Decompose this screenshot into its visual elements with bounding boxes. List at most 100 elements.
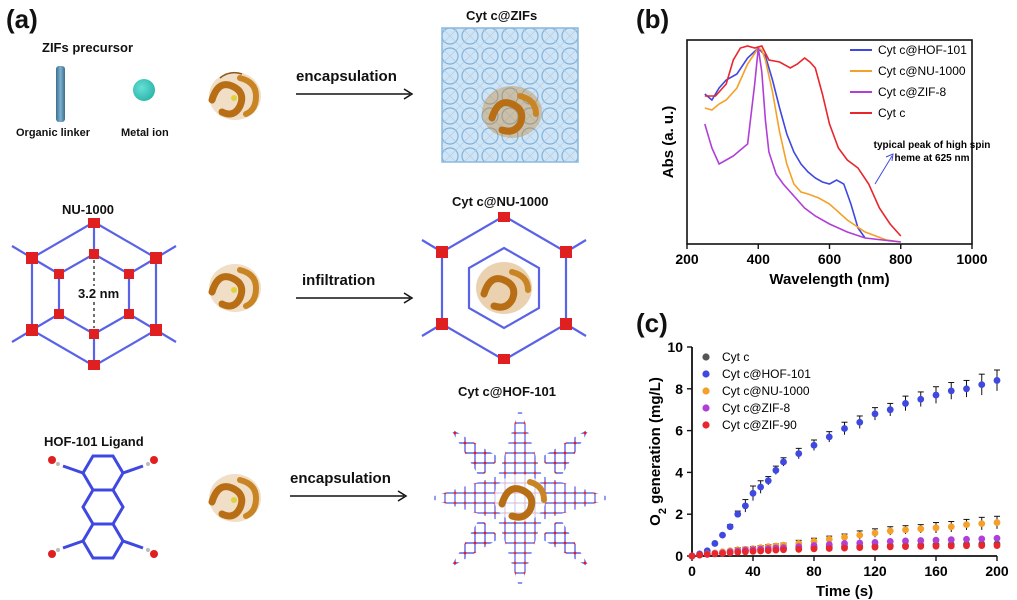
- chart-c-xtick-label: 80: [806, 563, 822, 579]
- chart-c-xtick-label: 40: [745, 563, 761, 579]
- chart-c-point: [871, 529, 879, 537]
- chart-c-legend-marker: [702, 421, 710, 429]
- chart-c-point: [886, 527, 894, 535]
- chart-b-xtick-label: 200: [675, 251, 699, 267]
- chart-c-point: [780, 546, 787, 554]
- chart-c-point: [757, 483, 765, 491]
- chart-c-point: [993, 534, 1001, 542]
- chart-c-point: [902, 400, 909, 407]
- metal-ion-label: Metal ion: [121, 127, 169, 139]
- nu1000-label: NU-1000: [62, 202, 115, 217]
- chart-c-ytick-label: 8: [675, 381, 683, 397]
- chart-b-annotation-arrow: [874, 155, 893, 185]
- chart-c-point: [825, 433, 833, 441]
- chart-c-point: [902, 537, 909, 545]
- chart-c-ytick-label: 10: [667, 339, 683, 355]
- chart-c-point: [711, 540, 719, 547]
- zif-framework-cube: [441, 27, 579, 163]
- chart-c-point: [902, 526, 909, 534]
- chart-c-point: [772, 466, 780, 474]
- cyt-c-zifs-label: Cyt c@ZIFs: [466, 8, 538, 23]
- chart-c-xtick-label: 160: [924, 563, 948, 579]
- hof101-ligand-structure: [48, 454, 158, 560]
- chart-c-point: [947, 536, 955, 544]
- chart-c-legend-label: Cyt c@ZIF-8: [722, 401, 791, 415]
- cyt-c-nu1000-label: Cyt c@NU-1000: [452, 194, 549, 209]
- chart-c-point: [886, 543, 894, 551]
- chart-c-point: [886, 406, 894, 414]
- chart-c-point: [917, 542, 925, 550]
- chart-c-point: [871, 539, 879, 546]
- chart-c-point: [993, 377, 1001, 384]
- chart-c-point: [780, 458, 787, 466]
- protein-icon: [208, 264, 261, 312]
- chart-c-point: [886, 537, 894, 545]
- chart-c-point: [764, 477, 772, 485]
- chart-b-series-line: [704, 46, 866, 239]
- chart-c-point: [993, 519, 1001, 526]
- panel-label-c: (c): [636, 308, 668, 338]
- chart-c-point: [871, 543, 879, 551]
- chart-c-point: [978, 542, 986, 549]
- chart-c-ytick-label: 0: [675, 548, 683, 564]
- chart-c-point: [841, 544, 848, 552]
- chart-c-point: [772, 546, 780, 554]
- chart-b-legend-label: Cyt c@HOF-101: [878, 43, 967, 57]
- chart-b-legend-label: Cyt c: [878, 106, 905, 120]
- chart-c-point: [795, 450, 803, 457]
- chart-c-point: [810, 545, 818, 553]
- chart-c-point: [810, 441, 818, 449]
- chart-c-legend-label: Cyt c@NU-1000: [722, 384, 810, 398]
- chart-c-point: [963, 521, 970, 529]
- organic-linker-rod: [56, 66, 65, 122]
- chart-c-point: [978, 535, 986, 543]
- protein-icon: [208, 71, 261, 120]
- organic-linker-label: Organic linker: [16, 127, 90, 139]
- chart-c-ylabel-sub: 2: [657, 508, 669, 514]
- chart-c-legend-marker: [702, 353, 710, 361]
- encapsulation-label-1: encapsulation: [296, 68, 397, 85]
- chart-c-ytick-label: 6: [675, 423, 683, 439]
- pore-size-label: 3.2 nm: [78, 286, 120, 301]
- chart-c-point: [963, 542, 970, 550]
- chart-b-xtick-label: 600: [818, 251, 842, 267]
- chart-c-point: [947, 542, 955, 550]
- chart-c-point: [932, 542, 940, 550]
- cyt-c-hof101-label: Cyt c@HOF-101: [458, 384, 556, 399]
- chart-c-point: [841, 533, 848, 541]
- chart-c-point: [963, 385, 970, 393]
- chart-c-xtick-label: 120: [863, 563, 887, 579]
- protein-icon: [208, 474, 261, 522]
- chart-c-point: [726, 549, 734, 557]
- zifs-precursor-label: ZIFs precursor: [42, 40, 134, 55]
- chart-c-legend-marker: [702, 387, 710, 395]
- arrow-3-icon: [290, 490, 408, 502]
- chart-c-point: [917, 525, 925, 533]
- chart-b-xtick-label: 1000: [956, 251, 987, 267]
- cyt-c-hof101-framework: [428, 406, 612, 590]
- chart-b-annotation-arrowhead: [885, 153, 894, 162]
- chart-c-point: [696, 551, 704, 559]
- chart-c-point: [841, 425, 848, 432]
- chart-c-point: [856, 418, 864, 426]
- chart-c-point: [825, 545, 833, 552]
- chart-b-xtick-label: 400: [747, 251, 771, 267]
- chart-c-point: [734, 548, 742, 556]
- chart-c-point: [932, 536, 940, 544]
- chart-b: 200 400 600 800 1000 Wavelength (nm) Abs (a. u…: [660, 39, 991, 288]
- chart-c-point: [703, 550, 711, 558]
- cyt-c-nu1000-framework: [421, 212, 587, 364]
- chart-c-ylabel-part: generation (mg/L): [647, 377, 664, 508]
- chart-c-xtick-label: 0: [688, 563, 696, 579]
- chart-c-point: [749, 548, 757, 555]
- panel-label-a: (a): [6, 4, 38, 34]
- chart-c-point: [917, 395, 925, 403]
- chart-c-ylabel-part: O: [647, 514, 664, 526]
- chart-b-annotation-line: typical peak of high spin: [874, 140, 991, 151]
- chart-b-ylabel: Abs (a. u.): [660, 106, 677, 179]
- chart-c-point: [825, 535, 833, 543]
- chart-c-point: [932, 524, 940, 532]
- infiltration-label: infiltration: [302, 272, 376, 289]
- chart-b-legend-label: Cyt c@ZIF-8: [878, 85, 947, 99]
- chart-b-xlabel: Wavelength (nm): [769, 271, 889, 288]
